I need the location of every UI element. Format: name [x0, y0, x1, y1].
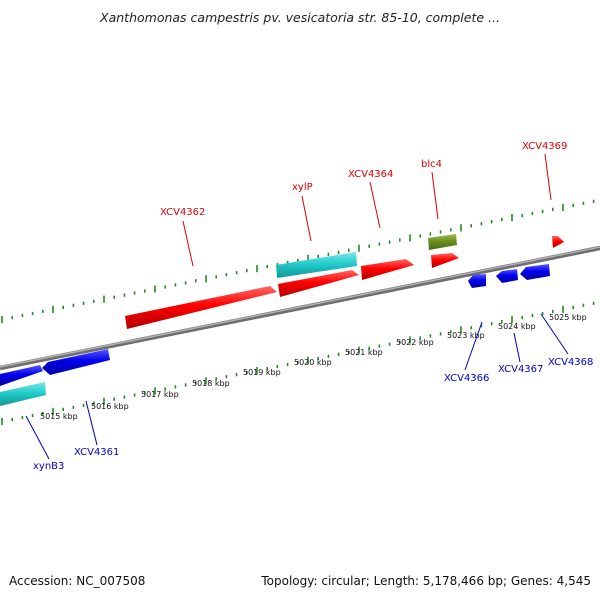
- genome-backbone: [0, 245, 600, 371]
- scale-label-5020: 5020 kbp: [294, 358, 332, 367]
- upper-tick-track: [1, 199, 595, 324]
- gene-xcv4361-arrow[interactable]: [42, 349, 110, 375]
- genome-summary-text: Topology: circular; Length: 5,178,466 bp…: [260, 574, 591, 588]
- gene-blc4-arrow[interactable]: [431, 253, 459, 268]
- scale-label-5024: 5024 kbp: [498, 322, 536, 331]
- gene-label-xcv4364[interactable]: XCV4364: [348, 169, 393, 180]
- gene-label-blc4[interactable]: blc4: [421, 159, 442, 170]
- accession-text: Accession: NC_007508: [9, 574, 145, 588]
- scale-label-5022: 5022 kbp: [396, 338, 434, 347]
- gene-xcv4364-arrow[interactable]: [361, 259, 414, 280]
- gene-xynb3-arrow[interactable]: [0, 365, 43, 386]
- gene-label-xcv4361[interactable]: XCV4361: [74, 447, 119, 458]
- gene-label-xcv4368[interactable]: XCV4368: [548, 357, 593, 368]
- scale-label-5016: 5016 kbp: [91, 402, 129, 411]
- gene-label-xcv4369[interactable]: XCV4369: [522, 141, 567, 152]
- gene-label-xylp[interactable]: xylP: [292, 182, 313, 193]
- feature-xynb3-cds[interactable]: [0, 382, 46, 406]
- gene-label-xcv4366[interactable]: XCV4366: [444, 373, 489, 384]
- gene-label-xynb3[interactable]: xynB3: [33, 461, 64, 472]
- scale-label-5018: 5018 kbp: [192, 379, 230, 388]
- scale-label-5023: 5023 kbp: [447, 331, 485, 340]
- scale-label-5021: 5021 kbp: [345, 348, 383, 357]
- gene-xylp-arrow[interactable]: [278, 270, 359, 297]
- gene-label-xcv4362[interactable]: XCV4362: [160, 207, 205, 218]
- gene-xcv4369-arrow[interactable]: [552, 236, 564, 248]
- feature-blc4-cds[interactable]: [428, 234, 457, 250]
- label-leaders: [25, 153, 569, 460]
- gene-xcv4362-arrow[interactable]: [125, 286, 277, 329]
- scale-label-5019: 5019 kbp: [243, 368, 281, 377]
- scale-label-5015: 5015 kbp: [40, 412, 78, 421]
- gene-xcv4367-arrow[interactable]: [496, 269, 518, 283]
- scale-label-5025: 5025 kbp: [549, 313, 587, 322]
- map-title: Xanthomonas campestris pv. vesicatoria s…: [99, 10, 500, 25]
- feature-xylp-cds[interactable]: [276, 252, 357, 278]
- gene-xcv4368-arrow[interactable]: [520, 264, 550, 280]
- gene-xcv4366-arrow[interactable]: [468, 274, 486, 288]
- lower-tick-track: [1, 301, 595, 426]
- gene-label-xcv4367[interactable]: XCV4367: [498, 364, 543, 375]
- scale-label-5017: 5017 kbp: [141, 390, 179, 399]
